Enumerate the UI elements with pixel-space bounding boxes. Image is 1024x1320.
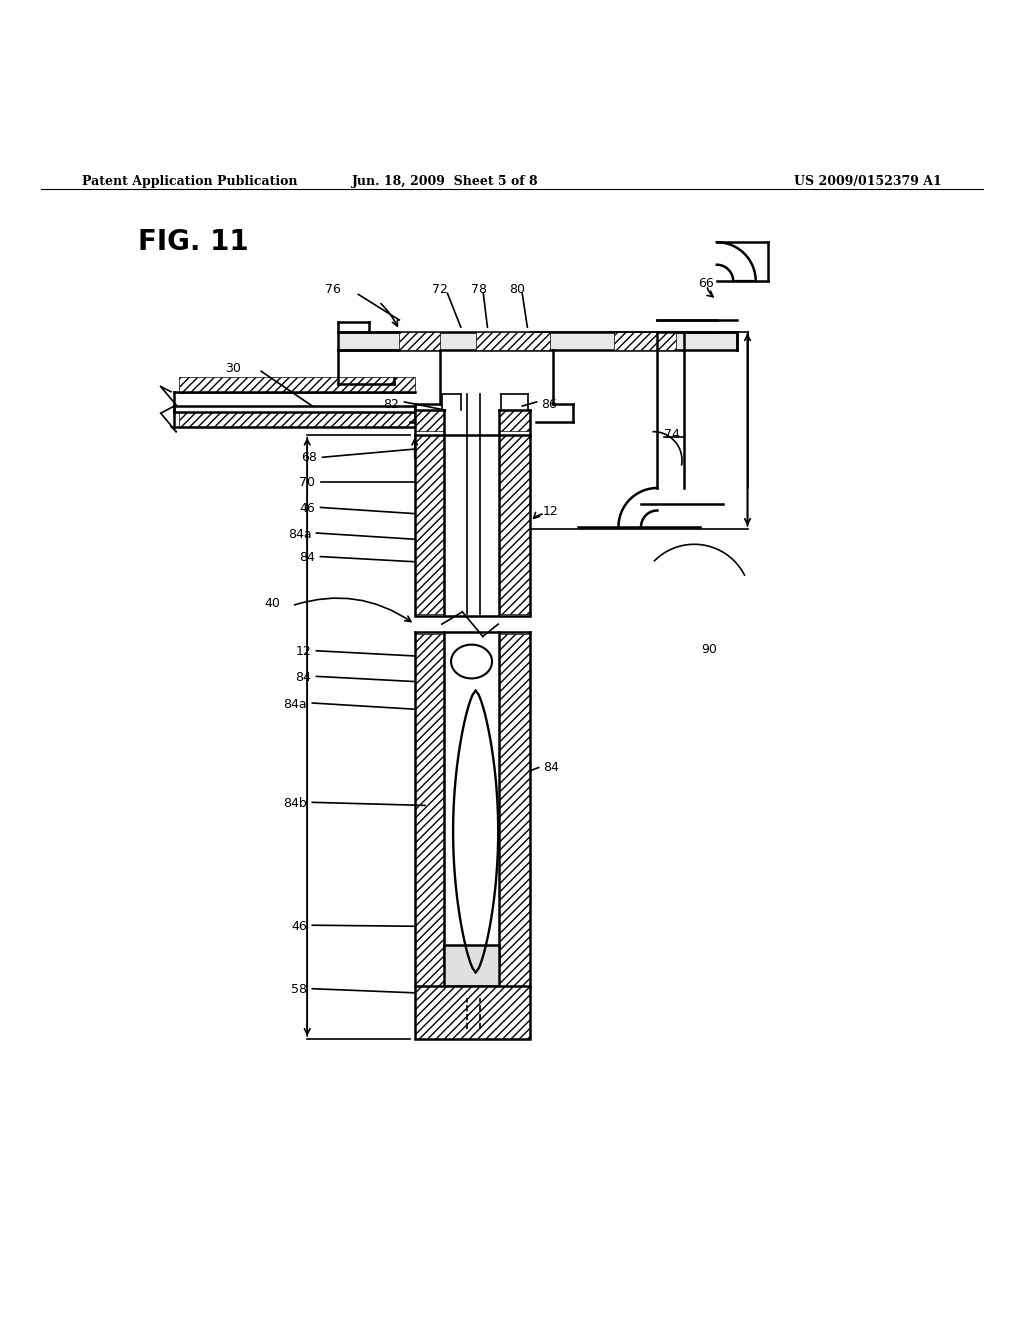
- Text: 82: 82: [383, 397, 399, 411]
- Bar: [415, 434, 444, 614]
- Text: 78: 78: [471, 282, 487, 296]
- Text: 90: 90: [701, 643, 718, 656]
- Text: 40: 40: [264, 597, 281, 610]
- Text: Jun. 18, 2009  Sheet 5 of 8: Jun. 18, 2009 Sheet 5 of 8: [352, 174, 539, 187]
- Text: 84: 84: [299, 552, 315, 564]
- Text: 12: 12: [543, 506, 558, 517]
- Text: 74: 74: [664, 428, 680, 441]
- Text: 84a: 84a: [288, 528, 311, 541]
- Text: 30: 30: [225, 362, 242, 375]
- Bar: [415, 986, 530, 1039]
- Text: FIG. 11: FIG. 11: [138, 228, 249, 256]
- Text: 76: 76: [325, 282, 341, 296]
- Text: 84b: 84b: [284, 797, 307, 810]
- Text: 68: 68: [301, 450, 317, 463]
- Bar: [415, 986, 530, 1039]
- Bar: [499, 411, 530, 430]
- Text: 84: 84: [295, 671, 311, 684]
- Text: 70: 70: [299, 477, 315, 490]
- Bar: [415, 635, 444, 986]
- Bar: [476, 333, 550, 350]
- Bar: [444, 945, 499, 986]
- Text: 72: 72: [432, 282, 449, 296]
- Bar: [179, 378, 415, 393]
- Text: 86: 86: [541, 397, 557, 411]
- Text: 84a: 84a: [284, 697, 307, 710]
- Text: 46: 46: [300, 502, 315, 515]
- Bar: [179, 412, 415, 426]
- Bar: [399, 333, 440, 350]
- Bar: [614, 333, 676, 350]
- Text: Patent Application Publication: Patent Application Publication: [82, 174, 297, 187]
- Text: 66: 66: [698, 277, 714, 289]
- Text: 46: 46: [292, 920, 307, 933]
- Bar: [338, 333, 737, 350]
- Bar: [499, 434, 530, 614]
- Text: US 2009/0152379 A1: US 2009/0152379 A1: [795, 174, 942, 187]
- Bar: [415, 411, 444, 430]
- Text: 84: 84: [543, 762, 559, 774]
- Bar: [499, 635, 530, 986]
- Text: 12: 12: [296, 645, 311, 659]
- Text: 80: 80: [509, 282, 525, 296]
- Text: 58: 58: [291, 983, 307, 997]
